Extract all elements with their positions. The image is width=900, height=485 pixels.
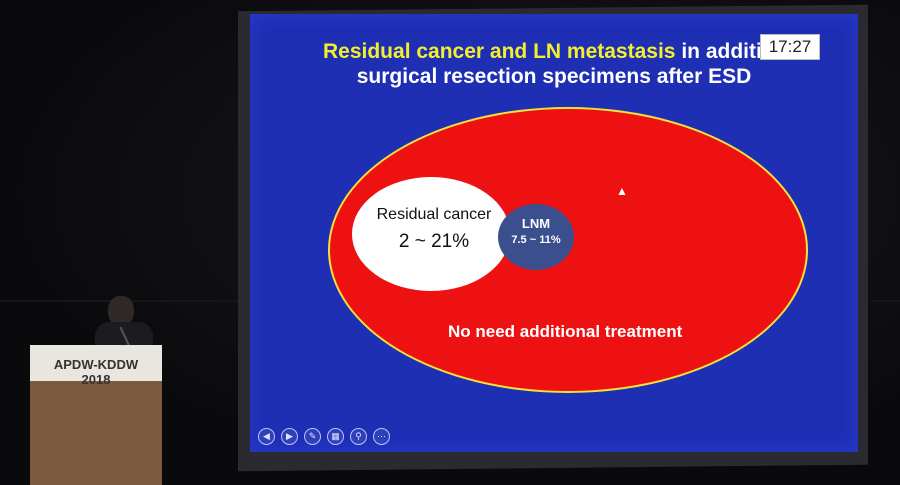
presentation-timer: 17:27 [760, 34, 820, 60]
slide-title-line-2: surgical resection specimens after ESD [356, 65, 752, 88]
lnm-value: 7.5 ~ 11% [511, 234, 561, 246]
podium-logo-text: APDW-KDDW 2018 [53, 357, 139, 387]
wall-panel-line [870, 300, 900, 302]
lnm-circle [498, 204, 574, 270]
residual-cancer-value: 2 ~ 21% [398, 231, 470, 252]
pen-icon[interactable]: ✎ [304, 428, 321, 445]
residual-cancer-circle [352, 177, 510, 291]
more-icon[interactable]: ⋯ [373, 428, 390, 445]
presentation-slide: Residual cancer and LN metastasis in add… [250, 14, 858, 452]
speaker-head [108, 296, 134, 326]
lnm-label: LNM [521, 216, 551, 231]
slides-icon[interactable]: ▦ [327, 428, 344, 445]
next-icon[interactable]: ▶ [281, 428, 298, 445]
podium-sign [30, 345, 162, 381]
prev-icon[interactable]: ◀ [258, 428, 275, 445]
zoom-icon[interactable]: ⚲ [350, 428, 367, 445]
mouse-cursor-icon: ▲ [616, 184, 628, 198]
slideshow-toolbar: ◀ ▶ ✎ ▦ ⚲ ⋯ [258, 428, 390, 445]
slide-title-highlight: Residual cancer and LN metastasis [323, 40, 676, 63]
residual-cancer-label: Residual cancer [376, 206, 492, 223]
no-treatment-label: No need additional treatment [448, 322, 683, 341]
